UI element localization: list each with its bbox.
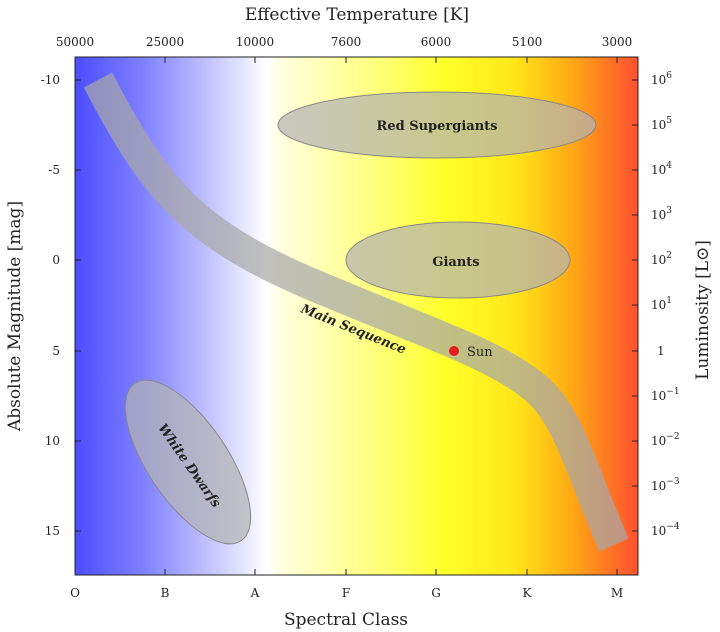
left-tick-labels: -10 -5 0 5 10 15 [41, 73, 60, 538]
bottom-tick-marks [74, 569, 618, 575]
right-tick-label: 101 [651, 296, 672, 312]
top-axis-title: Effective Temperature [K] [245, 5, 469, 25]
top-tick-label: 10000 [236, 35, 274, 49]
right-tick-label: 10−3 [651, 477, 680, 493]
x-axis-title: Spectral Class [284, 610, 408, 630]
right-tick-label: 104 [651, 161, 672, 177]
main-sequence-band [83, 72, 629, 552]
left-tick-label: 10 [45, 434, 60, 448]
bottom-tick-label: M [611, 586, 623, 600]
bottom-tick-labels: O B A F G K M [70, 586, 623, 600]
top-tick-label: 7600 [331, 35, 362, 49]
left-tick-label: -10 [41, 73, 60, 87]
left-axis-title: Absolute Magnitude [mag] [5, 201, 25, 432]
top-tick-marks [74, 57, 618, 63]
top-tick-label: 6000 [421, 35, 452, 49]
right-tick-marks [632, 79, 638, 532]
red-supergiants-label: Red Supergiants [377, 119, 498, 134]
bottom-tick-label: O [70, 586, 80, 600]
right-tick-label: 102 [651, 251, 672, 267]
bottom-tick-label: F [342, 586, 350, 600]
right-tick-label: 106 [651, 71, 672, 87]
red-supergiants-region [277, 91, 597, 159]
white-dwarfs-region [124, 379, 252, 545]
right-axis-title: Luminosity [L⊙] [693, 240, 713, 380]
right-tick-label: 10−2 [651, 432, 680, 448]
right-tick-label: 10−1 [651, 387, 680, 403]
left-tick-label: 5 [52, 344, 60, 358]
left-tick-label: -5 [48, 163, 60, 177]
left-tick-label: 15 [45, 524, 60, 538]
bottom-tick-label: K [523, 586, 533, 600]
right-tick-label: 103 [651, 206, 672, 222]
right-tick-labels: 106 105 104 103 102 101 1 10−1 10−2 10−3… [651, 71, 680, 538]
giants-label: Giants [432, 255, 479, 270]
sun-label: Sun [467, 345, 493, 360]
regions [83, 72, 629, 552]
bottom-tick-label: G [431, 586, 441, 600]
top-tick-label: 50000 [56, 35, 94, 49]
top-tick-label: 5100 [512, 35, 543, 49]
plot-frame [74, 56, 639, 576]
giants-region [345, 221, 571, 299]
sun-marker [449, 346, 459, 356]
left-tick-label: 0 [52, 253, 60, 267]
right-tick-label: 105 [651, 116, 672, 132]
right-tick-label: 10−4 [651, 522, 680, 538]
right-tick-label: 1 [657, 344, 665, 358]
bottom-tick-label: A [250, 586, 260, 600]
left-tick-marks [75, 79, 81, 532]
top-tick-labels: 50000 25000 10000 7600 6000 5100 3000 [56, 35, 632, 49]
top-tick-label: 25000 [146, 35, 184, 49]
bottom-tick-label: B [161, 586, 170, 600]
top-tick-label: 3000 [602, 35, 633, 49]
